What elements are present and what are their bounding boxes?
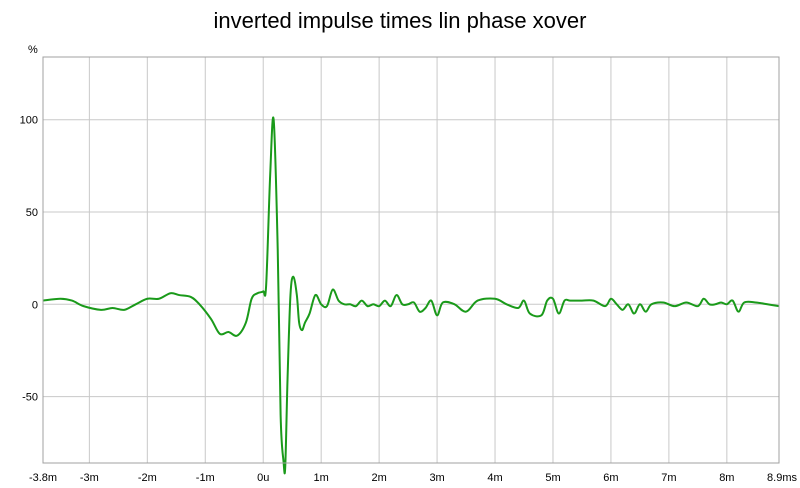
x-tick-label: -3m: [80, 472, 99, 484]
x-tick-label: -3.8m: [29, 472, 57, 484]
y-tick-labels: 100 50 0 -50: [20, 115, 38, 404]
grid-lines: [43, 57, 779, 463]
x-tick-label: 1m: [314, 472, 329, 484]
x-tick-label: 3m: [429, 472, 444, 484]
x-tick-label: 6m: [603, 472, 618, 484]
x-tick-labels: -3.8m -3m -2m -1m 0u 1m 2m 3m 4m 5m 6m 7m 8m 8.9ms: [29, 472, 798, 484]
x-tick-label: -2m: [138, 472, 157, 484]
x-tick-label: 5m: [545, 472, 560, 484]
x-tick-label: 8.9ms: [767, 472, 797, 484]
plot-border: [42, 56, 780, 464]
y-tick-label: 100: [20, 115, 38, 127]
x-tick-label: 0u: [257, 472, 269, 484]
x-tick-label: 4m: [487, 472, 502, 484]
y-axis-unit-label: %: [28, 44, 38, 56]
impulse-series-line: [42, 116, 780, 475]
x-tick-label: 8m: [719, 472, 734, 484]
y-tick-label: 50: [26, 207, 38, 219]
plot-frame: [42, 56, 780, 464]
y-tick-label: -50: [22, 392, 38, 404]
y-tick-label: 0: [32, 299, 38, 311]
x-tick-label: -1m: [196, 472, 215, 484]
x-tick-label: 2m: [371, 472, 386, 484]
x-tick-label: 7m: [661, 472, 676, 484]
chart-title: inverted impulse times lin phase xover: [213, 8, 587, 33]
